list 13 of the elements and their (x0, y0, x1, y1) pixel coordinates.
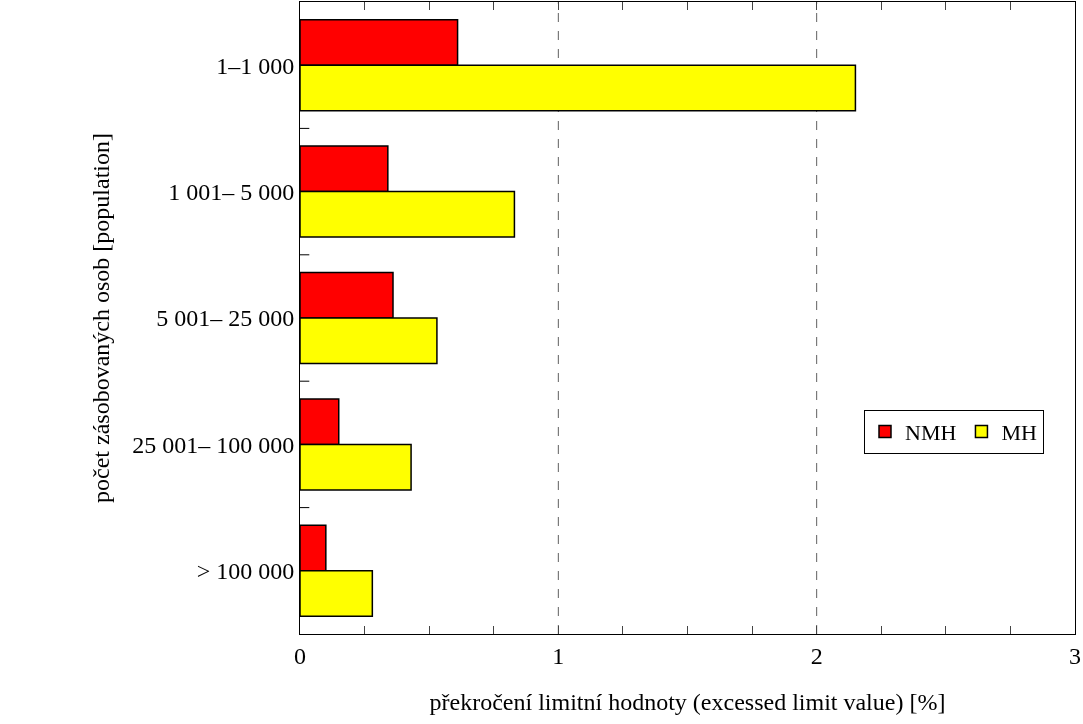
x-tick-label: 2 (810, 642, 823, 669)
legend-label: NMH (905, 420, 957, 446)
y-tick-label: 1 001– 5 000 (168, 179, 295, 205)
y-tick-label: 25 001– 100 000 (132, 431, 295, 458)
x-tick-label: 1 (552, 642, 565, 669)
y-axis-title: počet zásobovaných osob [population] (88, 133, 115, 503)
x-axis-title: překročení limitní hodnoty (excessed limit value) [%] (429, 689, 946, 716)
y-tick-label: > 100 000 (196, 558, 295, 585)
y-tick-label: 5 001– 25 000 (156, 305, 295, 332)
x-tick-label: 0 (294, 642, 306, 669)
legend-label: MH (1001, 420, 1038, 446)
y-tick-label: 1–1 000 (216, 52, 295, 79)
x-tick-label: 3 (1069, 642, 1081, 669)
